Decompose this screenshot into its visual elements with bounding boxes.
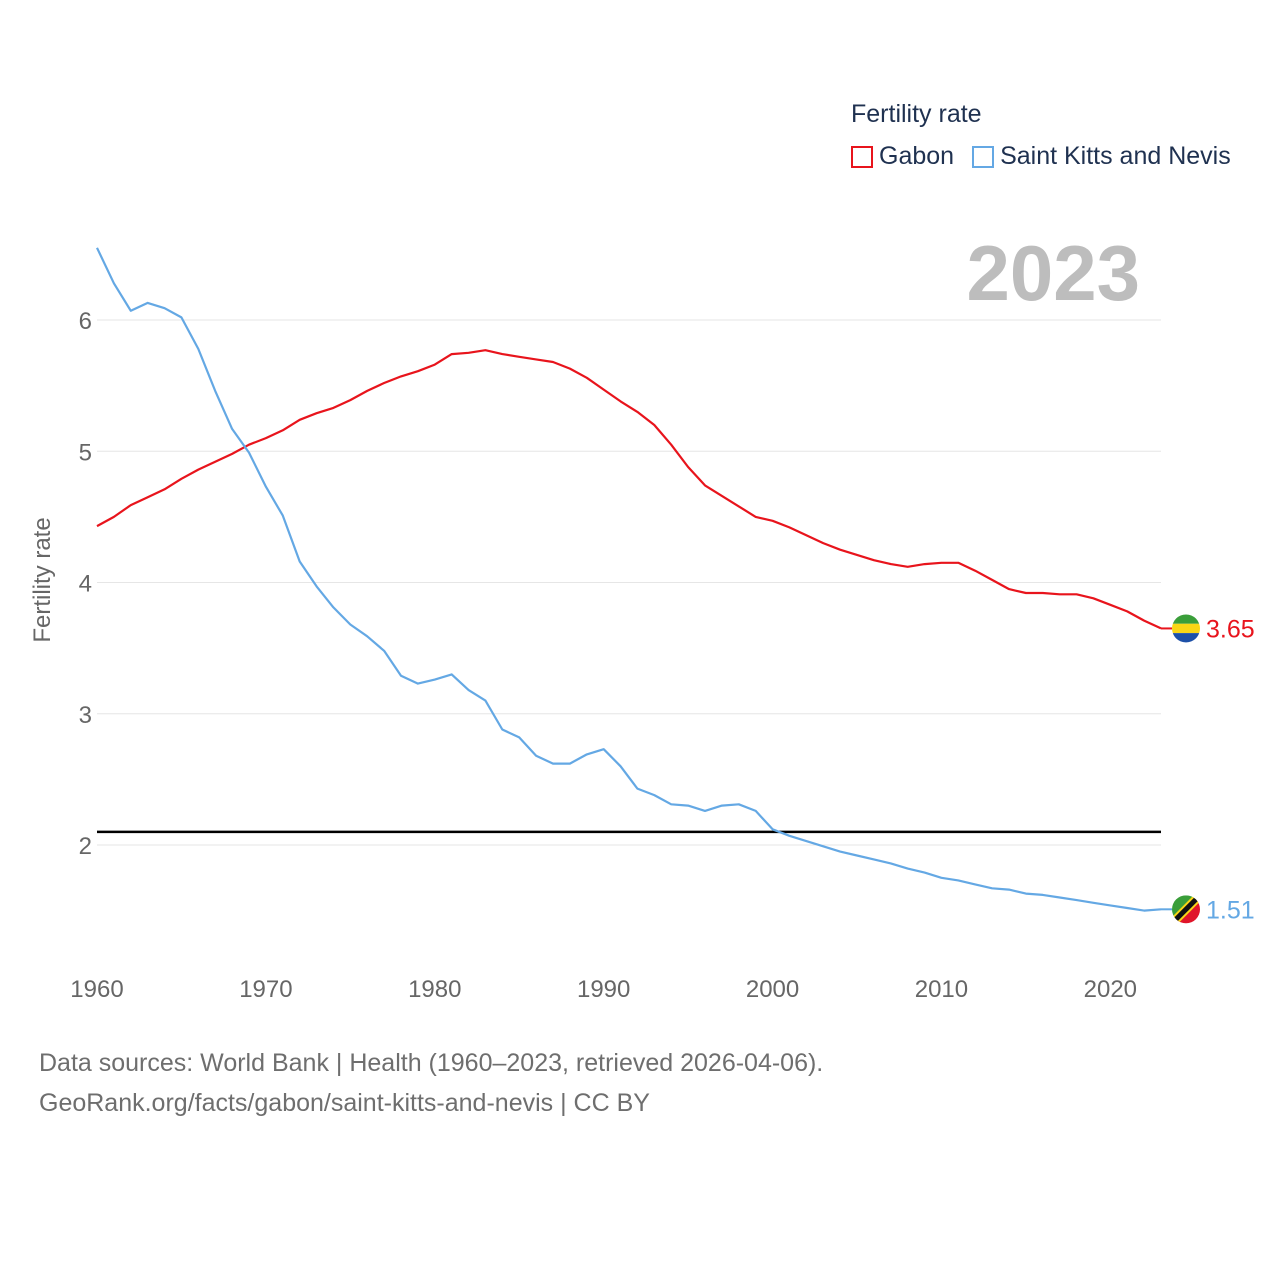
legend-label-saint-kitts-and-nevis: Saint Kitts and Nevis [1000, 142, 1231, 170]
series-line-saint-kitts-and-nevis [96, 247, 1162, 912]
y-tick-labels: 2 3 4 5 6 [79, 308, 92, 860]
flag-stripe-black [1172, 895, 1200, 924]
legend-label-gabon: Gabon [879, 142, 955, 170]
y-tick-label-6: 6 [79, 308, 92, 335]
saint-kitts-flag-icon [1172, 895, 1200, 924]
grid [97, 319, 1161, 846]
y-axis-label: Fertility rate [29, 517, 56, 642]
y-tick-label-4: 4 [79, 571, 92, 598]
y-tick-label-2: 2 [79, 833, 92, 860]
y-tick-label-3: 3 [79, 702, 92, 729]
legend: Gabon Saint Kitts and Nevis [851, 142, 1249, 171]
flag-band-yellow [1172, 623, 1200, 634]
y-tick-label-5: 5 [79, 439, 92, 466]
end-label-gabon: 3.65 [1206, 615, 1255, 643]
flag-band-green [1172, 614, 1200, 624]
legend-swatch-gabon [851, 145, 873, 168]
x-tick-label-1980: 1980 [408, 976, 461, 1003]
x-tick-label-2000: 2000 [746, 976, 799, 1003]
legend-item-saint-kitts-and-nevis[interactable]: Saint Kitts and Nevis [972, 142, 1231, 171]
legend-item-gabon[interactable]: Gabon [851, 142, 954, 171]
x-tick-label-2020: 2020 [1084, 976, 1137, 1003]
flag-band-blue [1172, 633, 1200, 643]
x-tick-labels: 1960 1970 1980 1990 2000 2010 2020 [70, 976, 1137, 1003]
year-watermark: 2023 [966, 229, 1140, 317]
end-markers: 3.65 1.51 [1161, 614, 1255, 924]
series-lines [96, 247, 1162, 912]
end-marker-saint-kitts-and-nevis: 1.51 [1161, 895, 1255, 924]
footer-source: Data sources: World Bank | Health (1960–… [39, 1049, 824, 1077]
end-marker-gabon: 3.65 [1161, 614, 1255, 643]
legend-swatch-saint-kitts-and-nevis [972, 145, 995, 168]
footer: Data sources: World Bank | Health (1960–… [39, 1043, 823, 1123]
x-tick-label-1960: 1960 [70, 976, 123, 1003]
x-tick-label-1990: 1990 [577, 976, 630, 1003]
legend-title: Fertility rate [851, 100, 982, 128]
footer-link[interactable]: GeoRank.org/facts/gabon/saint-kitts-and-… [39, 1089, 650, 1117]
x-tick-label-2010: 2010 [915, 976, 968, 1003]
end-label-saint-kitts-and-nevis: 1.51 [1206, 896, 1255, 924]
x-tick-label-1970: 1970 [239, 976, 292, 1003]
series-line-gabon [96, 349, 1162, 630]
gabon-flag-icon [1172, 614, 1200, 643]
